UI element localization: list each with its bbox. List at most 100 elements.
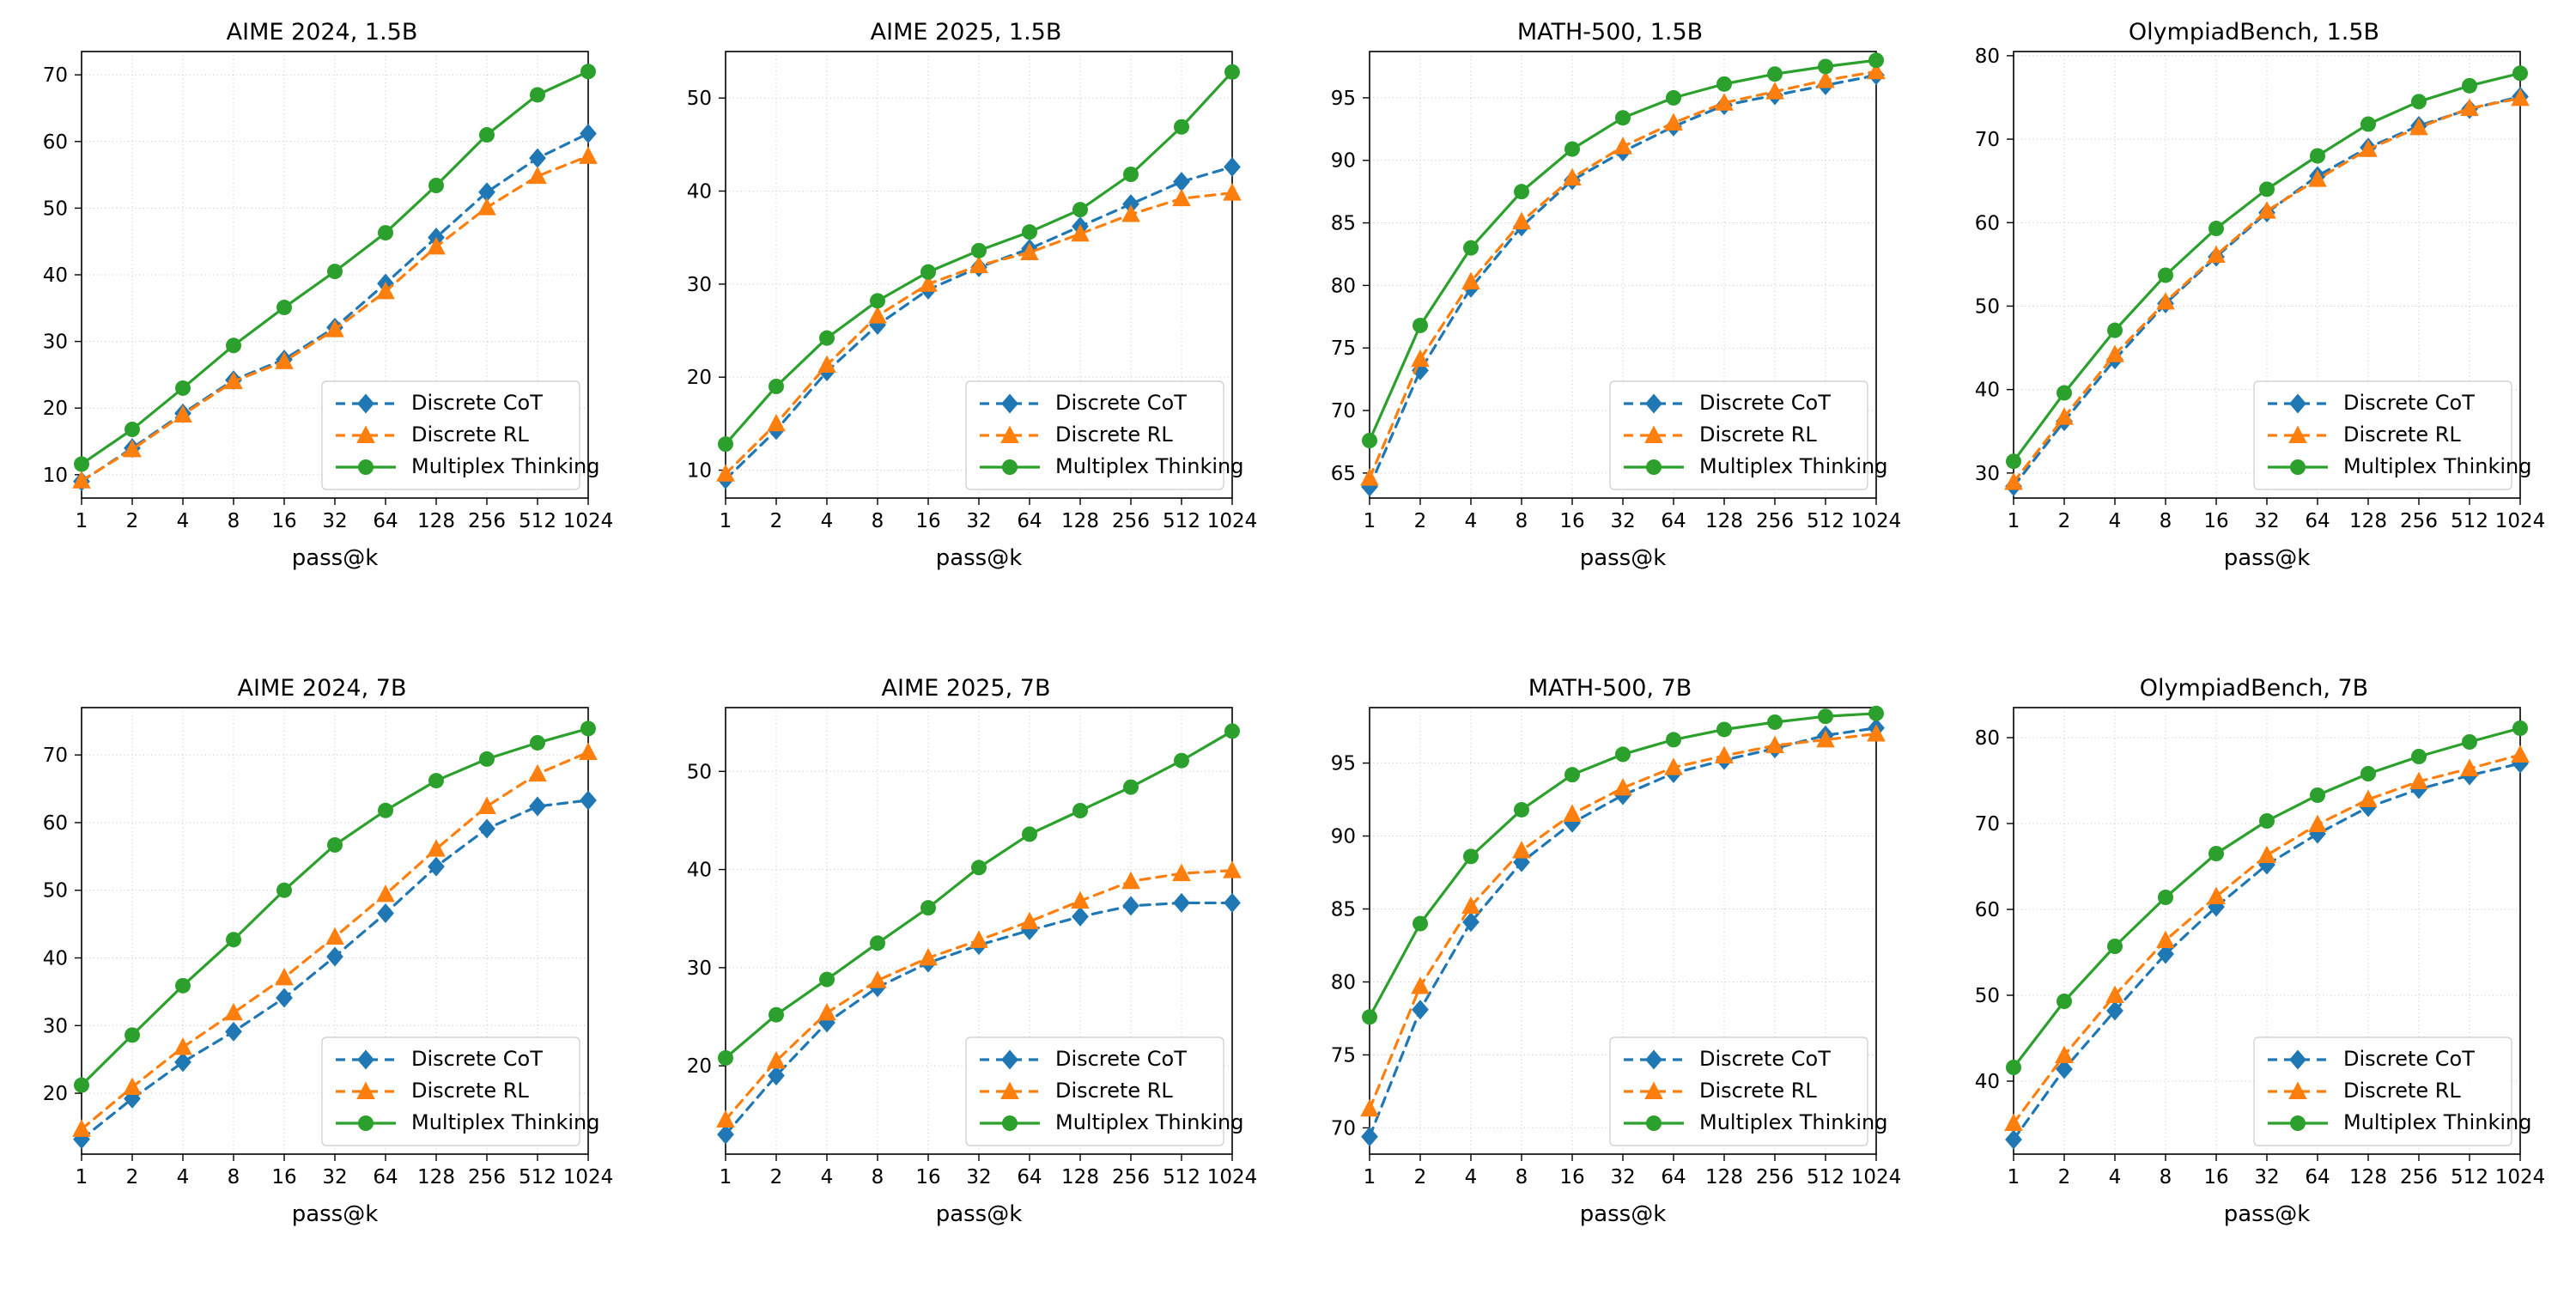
data-point-marker xyxy=(1765,82,1784,100)
legend-background xyxy=(321,380,580,490)
legend-marker-circle-icon xyxy=(1646,459,1662,475)
legend-marker-triangle-icon xyxy=(356,1081,375,1099)
data-point-marker xyxy=(1174,752,1189,769)
legend-marker-diamond-icon xyxy=(2289,393,2306,414)
data-point-marker xyxy=(1767,66,1783,82)
panel-title: OlympiadBench, 1.5B xyxy=(2128,19,2380,46)
data-point-marker xyxy=(2360,116,2376,132)
x-tick-label: 1024 xyxy=(1851,510,1902,532)
y-tick-label: 70 xyxy=(43,64,68,87)
data-point-marker xyxy=(1715,745,1734,764)
data-point-marker xyxy=(769,1006,784,1023)
legend-background xyxy=(965,380,1224,490)
legend-marker-triangle-icon xyxy=(1000,1081,1019,1099)
data-point-marker xyxy=(529,148,546,168)
chart-panel-8: OlympiadBench, 7B 40 50 60 70 80 1 2 4 8 16 32 64 128… xyxy=(1932,656,2576,1312)
data-point-marker xyxy=(1362,1009,1377,1025)
data-point-marker xyxy=(1411,349,1430,368)
data-point-marker xyxy=(325,927,344,945)
data-point-marker xyxy=(767,1050,786,1069)
legend-label: Multiplex Thinking xyxy=(1055,1110,1244,1134)
legend-marker-circle-icon xyxy=(2290,1115,2306,1131)
legend-marker-diamond-icon xyxy=(2289,1049,2306,1070)
data-point-marker xyxy=(2512,65,2528,82)
data-point-marker xyxy=(123,439,142,458)
x-tick-label: 4 xyxy=(2109,510,2122,532)
data-point-marker xyxy=(2409,771,2428,789)
y-tick-label: 60 xyxy=(43,812,68,835)
data-point-marker xyxy=(2105,344,2124,362)
axes-spines xyxy=(725,707,1233,1155)
data-point-marker xyxy=(2511,745,2530,763)
data-point-marker xyxy=(2310,787,2325,803)
data-point-marker xyxy=(72,471,91,489)
data-point-marker xyxy=(275,967,294,986)
data-point-marker xyxy=(1224,64,1240,80)
data-point-marker xyxy=(767,413,786,432)
chart-panel-3: MATH-500, 1.5B 65 70 75 80 85 90 95 1 2 4 8 16 32 64 12… xyxy=(1288,0,1932,656)
data-point-marker xyxy=(125,1027,140,1043)
data-point-marker xyxy=(580,790,597,811)
x-tick-label: 32 xyxy=(322,510,347,532)
data-point-marker xyxy=(580,64,596,80)
data-point-marker xyxy=(1514,801,1529,818)
legend-background xyxy=(1609,380,1868,490)
data-point-marker xyxy=(1818,708,1833,725)
legend-label: Discrete CoT xyxy=(2343,391,2475,415)
data-point-marker xyxy=(224,1002,243,1021)
legend-label: Discrete CoT xyxy=(411,391,543,415)
panel-title: AIME 2025, 1.5B xyxy=(870,19,1062,46)
data-point-marker xyxy=(1072,803,1088,818)
x-tick-label: 1 xyxy=(76,1166,88,1188)
x-tick-label: 4 xyxy=(1465,510,1478,532)
data-point-marker xyxy=(529,796,546,817)
data-point-marker xyxy=(1816,70,1835,88)
data-point-marker xyxy=(2055,407,2074,425)
panel-title: MATH-500, 7B xyxy=(1528,675,1692,702)
legend-label: Discrete CoT xyxy=(1699,391,1831,415)
legend-label: Discrete RL xyxy=(2343,422,2461,447)
x-tick-label: 4 xyxy=(821,1166,834,1188)
y-tick-label: 30 xyxy=(1975,463,2000,485)
y-tick-label: 50 xyxy=(1975,985,2000,1007)
x-tick-label: 32 xyxy=(966,510,991,532)
panel-title: OlympiadBench, 7B xyxy=(2139,675,2369,702)
y-tick-label: 30 xyxy=(43,331,68,354)
data-point-marker xyxy=(716,1109,735,1128)
x-tick-label: 4 xyxy=(2109,1166,2122,1188)
data-point-marker xyxy=(920,264,936,280)
plot-area: 40 50 60 70 80 1 2 4 8 16 32 64 128 256 512 1024 pass@k D… xyxy=(1975,707,2545,1227)
data-point-marker xyxy=(427,839,446,857)
legend-label: Multiplex Thinking xyxy=(1699,1110,1888,1134)
data-point-marker xyxy=(1413,915,1428,932)
data-point-marker xyxy=(2511,88,2530,106)
data-point-marker xyxy=(2207,245,2226,264)
y-tick-label: 95 xyxy=(1331,88,1356,110)
data-point-marker xyxy=(1360,468,1379,486)
data-point-marker xyxy=(2004,1113,2023,1131)
legend-marker-circle-icon xyxy=(1646,1115,1662,1131)
data-point-marker xyxy=(2259,181,2275,198)
chart-legend: Discrete CoT Discrete RL Multiplex Thinkin… xyxy=(965,1036,1244,1146)
data-point-marker xyxy=(275,351,294,369)
data-point-marker xyxy=(1123,167,1139,182)
x-tick-label: 2 xyxy=(126,1166,139,1188)
data-point-marker xyxy=(530,734,545,751)
legend-marker-triangle-icon xyxy=(356,425,375,443)
data-point-marker xyxy=(1816,729,1835,748)
panel-title: AIME 2025, 7B xyxy=(881,675,1051,702)
data-point-marker xyxy=(2005,1129,2022,1150)
data-point-marker xyxy=(870,935,885,951)
y-tick-label: 40 xyxy=(43,948,68,970)
y-tick-label: 50 xyxy=(687,761,712,783)
x-tick-label: 512 xyxy=(1163,1166,1200,1188)
x-tick-label: 1 xyxy=(720,1166,732,1188)
y-tick-label: 50 xyxy=(43,880,68,903)
x-tick-label: 256 xyxy=(1112,510,1150,532)
chart-panel-7: MATH-500, 7B 70 75 80 85 90 95 1 2 4 8 16 32 64 128 256… xyxy=(1288,656,1932,1312)
y-tick-label: 50 xyxy=(687,88,712,110)
x-tick-label: 8 xyxy=(2160,1166,2172,1188)
x-tick-label: 2 xyxy=(126,510,139,532)
data-point-marker xyxy=(2157,944,2174,964)
data-point-marker xyxy=(1512,211,1531,230)
